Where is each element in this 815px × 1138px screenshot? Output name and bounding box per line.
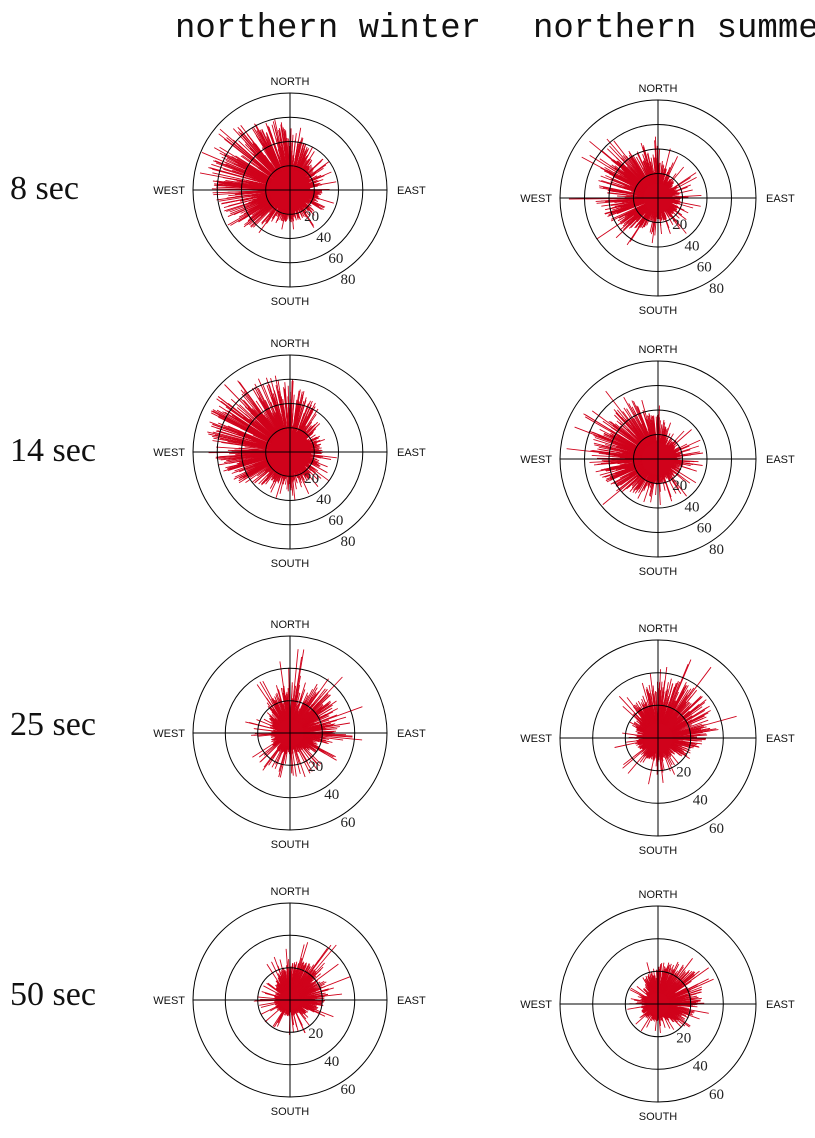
compass-south: SOUTH bbox=[271, 558, 310, 570]
ring-label: 80 bbox=[709, 281, 724, 297]
ring-label: 40 bbox=[685, 499, 700, 515]
row-label-50sec: 50 sec bbox=[10, 976, 96, 1014]
compass-south: SOUTH bbox=[639, 305, 678, 317]
ring-label: 60 bbox=[328, 251, 343, 267]
compass-east: EAST bbox=[397, 728, 426, 740]
spike-group bbox=[245, 649, 362, 777]
compass-north: NORTH bbox=[639, 83, 678, 95]
row-label-14sec: 14 sec bbox=[10, 432, 96, 470]
compass-west: WEST bbox=[153, 185, 185, 197]
compass-south: SOUTH bbox=[271, 296, 310, 308]
ring-label: 60 bbox=[697, 260, 712, 276]
ring-label: 60 bbox=[697, 521, 712, 537]
compass-east: EAST bbox=[766, 193, 795, 205]
compass-east: EAST bbox=[397, 185, 426, 197]
compass-east: EAST bbox=[766, 454, 795, 466]
compass-south: SOUTH bbox=[271, 839, 310, 851]
compass-south: SOUTH bbox=[639, 566, 678, 578]
ring-label: 40 bbox=[324, 787, 339, 803]
row-label-25sec: 25 sec bbox=[10, 706, 96, 744]
ring-label: 80 bbox=[709, 542, 724, 558]
compass-west: WEST bbox=[520, 193, 552, 205]
ring-label: 40 bbox=[316, 492, 331, 508]
column-title-summer: northern summer bbox=[533, 10, 815, 48]
ring-label: 40 bbox=[685, 238, 700, 254]
compass-west: WEST bbox=[520, 454, 552, 466]
row-label-8sec: 8 sec bbox=[10, 170, 79, 208]
compass-north: NORTH bbox=[639, 344, 678, 356]
compass-west: WEST bbox=[153, 447, 185, 459]
ring-label: 80 bbox=[341, 534, 356, 550]
compass-north: NORTH bbox=[271, 619, 310, 631]
compass-north: NORTH bbox=[271, 338, 310, 350]
compass-east: EAST bbox=[397, 447, 426, 459]
ring-label: 60 bbox=[341, 815, 356, 831]
compass-north: NORTH bbox=[271, 76, 310, 88]
column-title-winter: northern winter bbox=[175, 10, 481, 48]
ring-label: 80 bbox=[341, 272, 356, 288]
compass-west: WEST bbox=[153, 728, 185, 740]
ring-label: 20 bbox=[672, 217, 687, 233]
ring-label: 20 bbox=[308, 759, 323, 775]
ring-label: 20 bbox=[304, 209, 319, 225]
ring-label: 40 bbox=[316, 230, 331, 246]
ring-label: 20 bbox=[304, 471, 319, 487]
ring-label: 60 bbox=[328, 513, 343, 529]
ring-label: 20 bbox=[672, 478, 687, 494]
